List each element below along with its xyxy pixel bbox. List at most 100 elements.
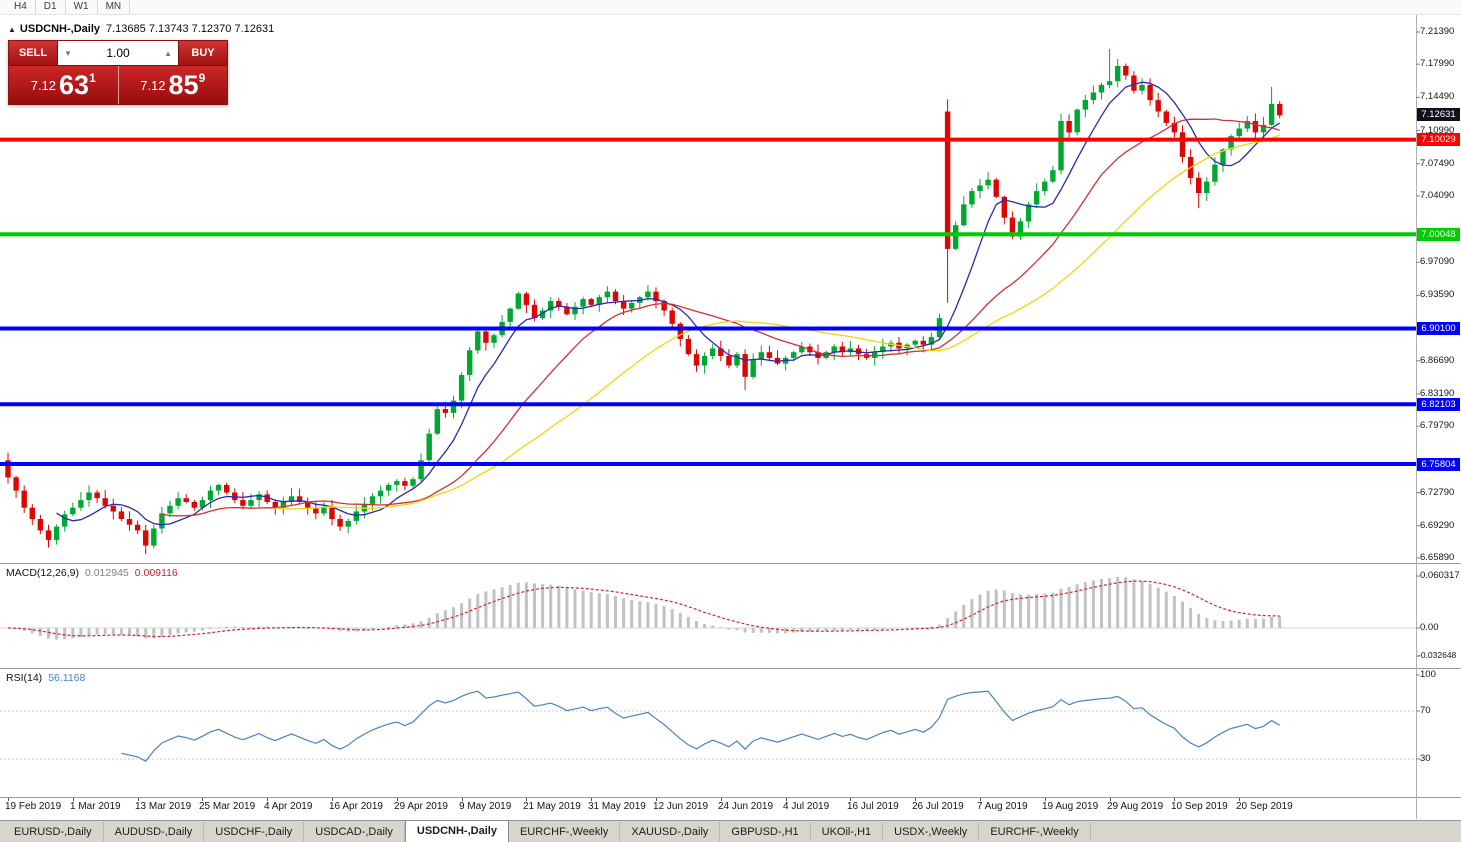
chart-ohlc-values: 7.13685 7.13743 7.12370 7.12631 (106, 23, 275, 35)
date-label: 4 Apr 2019 (264, 801, 313, 812)
date-tick (850, 798, 851, 801)
date-tick (1174, 798, 1175, 801)
date-label: 21 May 2019 (523, 801, 581, 812)
date-label: 24 Jun 2019 (718, 801, 774, 812)
date-label: 29 Apr 2019 (394, 801, 448, 812)
date-tick (915, 798, 916, 801)
buy-button[interactable]: BUY (179, 41, 227, 65)
price-axis-label: 7.14490 (1420, 91, 1455, 102)
price-axis-label: 6.69290 (1420, 520, 1455, 531)
date-label: 16 Jul 2019 (847, 801, 899, 812)
rsi-axis-label: 100 (1420, 669, 1436, 680)
chart-tab[interactable]: USDX-,Weekly (883, 822, 980, 842)
date-tick (591, 798, 592, 801)
chart-tab[interactable]: EURCHF-,Weekly (509, 822, 621, 842)
chart-title: ▲ USDCNH-,Daily 7.13685 7.13743 7.12370 7.… (8, 23, 274, 35)
price-axis-label: 6.86690 (1420, 355, 1455, 366)
volume-increase-icon[interactable]: ▲ (164, 48, 172, 58)
chart-tab[interactable]: EURCHF-,Weekly (979, 822, 1091, 842)
chart-tab[interactable]: USDCAD-,Daily (304, 822, 405, 842)
rsi-axis-label: 70 (1420, 705, 1431, 716)
price-chart[interactable] (0, 0, 1461, 820)
date-label: 20 Sep 2019 (1236, 801, 1293, 812)
date-label: 13 Mar 2019 (135, 801, 192, 812)
date-tick (786, 798, 787, 801)
collapse-chart-icon[interactable]: ▲ (8, 25, 16, 34)
macd-main-value: 0.012945 (84, 567, 129, 579)
buy-price-button[interactable]: 7.12 85 9 (117, 66, 227, 104)
chart-tab[interactable]: XAUUSD-,Daily (620, 822, 721, 842)
date-label: 26 Jul 2019 (912, 801, 964, 812)
timeframe-button-d1[interactable]: D1 (36, 0, 66, 14)
volume-decrease-icon[interactable]: ▼ (64, 48, 72, 58)
macd-signal-value: 0.009116 (134, 567, 178, 579)
timeframe-button-mn[interactable]: MN (98, 0, 131, 14)
macd-axis-label: 0.060317 (1420, 570, 1460, 581)
date-tick (202, 798, 203, 801)
date-tick (73, 798, 74, 801)
date-label: 9 May 2019 (459, 801, 512, 812)
rsi-value: 56.1168 (48, 672, 86, 684)
chart-tab[interactable]: USDCNH-,Daily (404, 820, 509, 842)
chart-tab[interactable]: UKOil-,H1 (811, 822, 884, 842)
chart-tab[interactable]: AUDUSD-,Daily (104, 822, 205, 842)
date-label: 4 Jul 2019 (783, 801, 830, 812)
date-tick (980, 798, 981, 801)
macd-axis-label: -0.032648 (1418, 650, 1457, 660)
chart-tab[interactable]: GBPUSD-,H1 (720, 822, 811, 842)
price-axis-label: 6.79790 (1420, 420, 1455, 431)
one-click-trading-panel: SELL ▼ 1.00 ▲ BUY 7.12 63 1 7.12 85 9 (8, 40, 228, 105)
price-axis-label: 7.10990 (1420, 125, 1455, 136)
price-axis-label: 6.93590 (1420, 289, 1455, 300)
sell-price-button[interactable]: 7.12 63 1 (9, 66, 118, 104)
rsi-axis-label: 30 (1420, 753, 1431, 764)
date-label: 12 Jun 2019 (653, 801, 709, 812)
timeframe-button-h4[interactable]: H4 (6, 0, 36, 14)
macd-axis-label: 0.00 (1420, 622, 1439, 633)
date-tick (397, 798, 398, 801)
timeframe-toolbar: H4 D1 W1 MN (0, 0, 1461, 15)
date-tick (1045, 798, 1046, 801)
price-axis-label: 6.72790 (1420, 487, 1455, 498)
date-label: 16 Apr 2019 (329, 801, 383, 812)
chart-tab-bar: EURUSD-,Daily AUDUSD-,Daily USDCHF-,Daily U… (0, 820, 1461, 842)
date-tick (138, 798, 139, 801)
macd-name: MACD(12,26,9) (6, 567, 79, 579)
chart-tab[interactable]: EURUSD-,Daily (3, 822, 104, 842)
date-label: 1 Mar 2019 (70, 801, 121, 812)
date-label: 31 May 2019 (588, 801, 646, 812)
current-price-badge: 7.12631 (1417, 108, 1460, 121)
volume-stepper[interactable]: ▼ 1.00 ▲ (57, 41, 179, 65)
buy-price-sup: 9 (198, 71, 206, 85)
date-label: 19 Aug 2019 (1042, 801, 1099, 812)
sell-button[interactable]: SELL (9, 41, 57, 65)
date-label: 19 Feb 2019 (5, 801, 62, 812)
date-tick (267, 798, 268, 801)
date-axis: 19 Feb 2019 1 Mar 2019 13 Mar 2019 25 Mar 2… (0, 797, 1416, 820)
date-tick (1110, 798, 1111, 801)
hline-price-badge: 7.00048 (1417, 228, 1460, 241)
rsi-indicator-label: RSI(14) 56.1168 (6, 672, 85, 684)
date-tick (8, 798, 9, 801)
price-axis-label: 7.04090 (1420, 190, 1455, 201)
date-label: 7 Aug 2019 (977, 801, 1028, 812)
sell-price-big: 63 (59, 69, 90, 100)
price-axis-label: 7.07490 (1420, 158, 1455, 169)
price-axis-label: 7.17990 (1420, 58, 1455, 69)
chart-symbol: USDCNH-,Daily (19, 23, 100, 35)
date-tick (462, 798, 463, 801)
timeframe-button-w1[interactable]: W1 (66, 0, 98, 14)
date-tick (332, 798, 333, 801)
buy-price-big: 85 (168, 69, 199, 100)
buy-price-main: 7.12 (140, 77, 166, 93)
date-tick (526, 798, 527, 801)
hline-price-badge: 6.75804 (1417, 458, 1460, 471)
price-axis-label: 7.21390 (1420, 26, 1455, 37)
price-axis-label: 6.97090 (1420, 256, 1455, 267)
date-tick (656, 798, 657, 801)
chart-tab[interactable]: USDCHF-,Daily (204, 822, 305, 842)
price-axis-label: 6.83190 (1420, 388, 1455, 399)
sell-price-sup: 1 (89, 71, 96, 85)
volume-value[interactable]: 1.00 (106, 46, 130, 60)
